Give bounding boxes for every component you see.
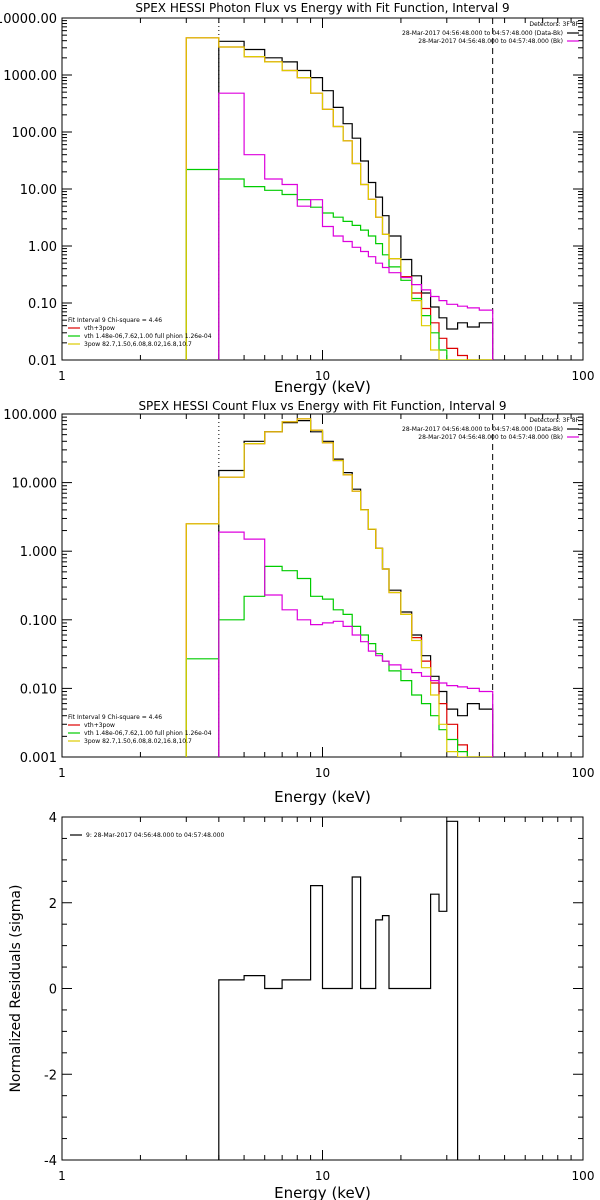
x-tick-label: 10 [315, 1169, 330, 1183]
plot-frame [61, 17, 584, 361]
x-tick-label: 100 [572, 369, 595, 383]
header-line: 28-Mar-2017 04:56:48.000 to 04:57:48.000… [418, 434, 563, 441]
chart-title: SPEX HESSI Count Flux vs Energy with Fit… [138, 399, 506, 413]
x-tick-label: 10 [315, 369, 330, 383]
y-axis-label: Normalized Residuals (sigma) [8, 885, 24, 1093]
series-thermal [185, 168, 493, 360]
fit-info-line: vth+3pow [84, 722, 115, 729]
y-tick-label: 10000.00 [0, 12, 57, 27]
series-background [218, 531, 494, 757]
header-line: 28-Mar-2017 04:56:48.000 to 04:57:48.000… [402, 30, 563, 37]
x-axis-label: Energy (keV) [274, 1184, 371, 1200]
x-axis: 1 10 100 [58, 18, 594, 383]
x-tick-label: 100 [572, 766, 595, 780]
y-axis: -4 -2 0 2 4 [44, 811, 583, 1169]
fit-info-legend: Fit Interval 9 Chi-square = 4.46vth+3pow… [68, 714, 212, 745]
y-tick-label: -4 [44, 1154, 57, 1169]
y-tick-label: 100.000 [3, 408, 57, 423]
fit-info-line: 3pow 82.7,1.50,6.08,8.02,16.8,10.7 [84, 738, 192, 745]
y-tick-label: 1.00 [28, 240, 57, 255]
y-axis: 0.001 0.010 0.100 1.000 10.000 100.000 [3, 408, 583, 766]
series-thermal [185, 565, 493, 757]
fit-info-legend: Fit Interval 9 Chi-square = 4.46vth+3pow… [68, 317, 212, 348]
residuals-legend: 9: 28-Mar-2017 04:56:48.000 to 04:57:48.… [70, 832, 224, 839]
y-tick-label: 0.01 [28, 354, 57, 369]
series-group [185, 418, 494, 757]
x-tick-label: 10 [315, 766, 330, 780]
x-tick-label: 1 [58, 369, 66, 383]
y-tick-label: 0.010 [20, 682, 57, 697]
y-tick-label: 1.000 [20, 545, 57, 560]
fit-info-title: Fit Interval 9 Chi-square = 4.46 [68, 317, 162, 324]
fit-info-line: vth 1.48e-06,7.62,1.00 full phion 1.26e-… [84, 730, 212, 737]
series-data [218, 40, 494, 360]
x-tick-label: 1 [58, 766, 66, 780]
y-tick-label: 10.00 [20, 183, 57, 198]
y-tick-label: 2 [49, 897, 57, 912]
series-data [218, 420, 494, 757]
x-tick-label: 1 [58, 1169, 66, 1183]
series-background [218, 92, 494, 360]
detectors-label: Detectors: 3F 8F [529, 417, 579, 424]
x-axis: 1 10 100 [58, 817, 594, 1183]
y-tick-label: 4 [49, 811, 57, 826]
series-group [218, 820, 459, 1160]
fit-info-line: vth 1.48e-06,7.62,1.00 full phion 1.26e-… [84, 333, 212, 340]
header-line: 28-Mar-2017 04:56:48.000 to 04:57:48.000… [418, 38, 563, 45]
y-tick-label: -2 [44, 1068, 57, 1083]
series-total [185, 37, 493, 360]
x-axis-label: Energy (keV) [274, 378, 371, 396]
interval-header: Detectors: 3F 8F 28-Mar-2017 04:56:48.000… [402, 417, 580, 441]
y-tick-label: 0 [49, 983, 57, 998]
chart-panel-3: 1 10 100 Energy (keV) -4 -2 0 2 4 Normalized Resi… [8, 811, 594, 1200]
fit-info-line: vth+3pow [84, 325, 115, 332]
plot-frame [61, 413, 584, 758]
y-tick-label: 10.000 [12, 477, 58, 492]
y-tick-label: 0.001 [20, 751, 57, 766]
series-residuals [218, 820, 459, 1160]
y-tick-label: 0.100 [20, 614, 57, 629]
y-tick-label: 100.00 [12, 126, 58, 141]
chart-title: SPEX HESSI Photon Flux vs Energy with Fi… [135, 1, 509, 15]
y-axis: 0.01 0.10 1.00 10.00 100.00 1000.00 10000.00 [0, 12, 583, 369]
series-pow3 [185, 418, 493, 757]
y-tick-label: 0.10 [28, 297, 57, 312]
series-pow3 [185, 37, 493, 360]
chart-panel-2: SPEX HESSI Count Flux vs Energy with Fit… [3, 399, 594, 806]
interval-header: Detectors: 3F 8F 28-Mar-2017 04:56:48.000… [402, 21, 580, 45]
x-axis-label: Energy (keV) [274, 788, 371, 806]
residuals-legend-text: 9: 28-Mar-2017 04:56:48.000 to 04:57:48.… [86, 832, 224, 839]
chart-panel-1: SPEX HESSI Photon Flux vs Energy with Fi… [0, 1, 594, 396]
detectors-label: Detectors: 3F 8F [529, 21, 579, 28]
header-line: 28-Mar-2017 04:56:48.000 to 04:57:48.000… [402, 426, 563, 433]
x-axis: 1 10 100 [58, 414, 594, 780]
fit-info-title: Fit Interval 9 Chi-square = 4.46 [68, 714, 162, 721]
fit-info-line: 3pow 82.7,1.50,6.08,8.02,16.8,10.7 [84, 341, 192, 348]
series-group [185, 37, 494, 360]
y-tick-label: 1000.00 [3, 69, 57, 84]
x-tick-label: 100 [572, 1169, 595, 1183]
series-total [185, 418, 493, 757]
